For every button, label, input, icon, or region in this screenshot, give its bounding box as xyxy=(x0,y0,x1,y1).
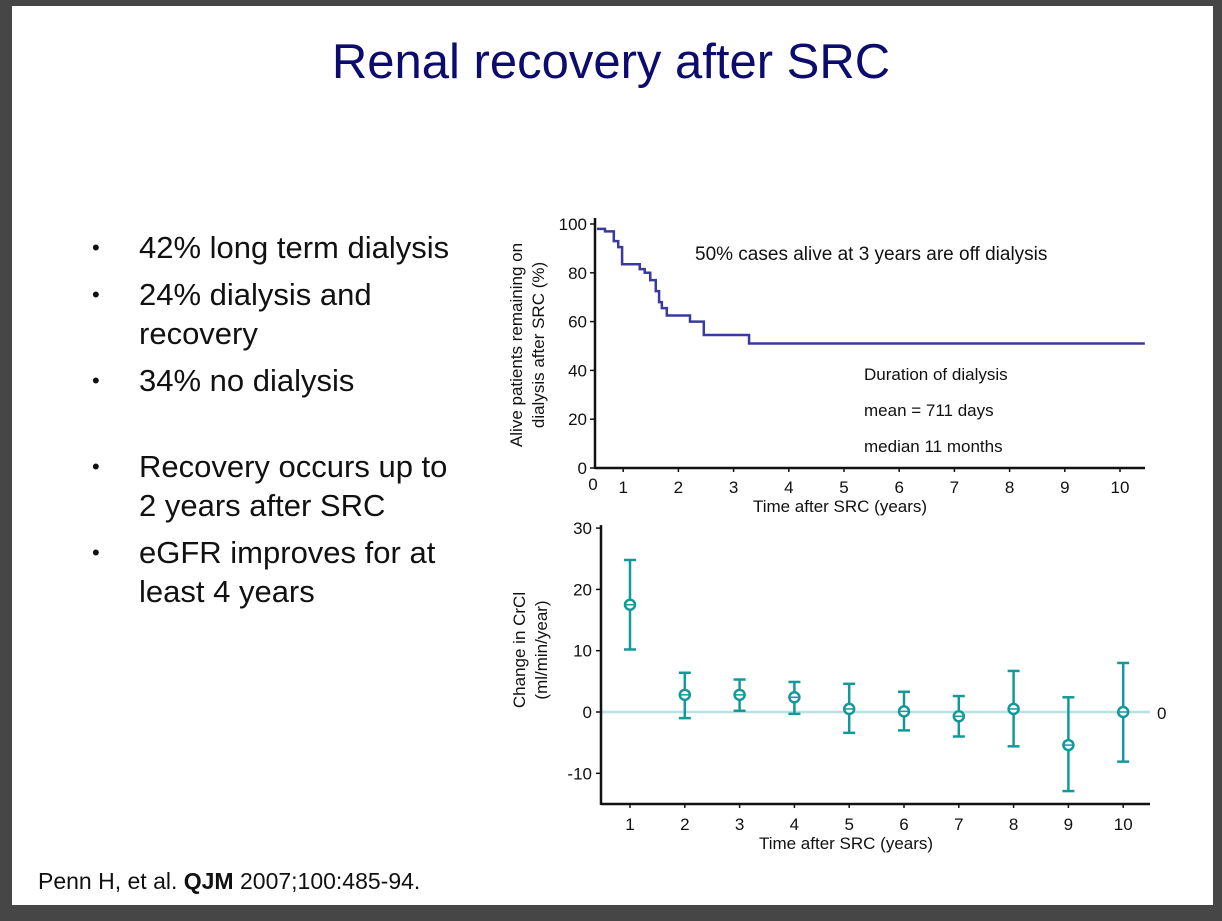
y-axis-label: Alive patients remaining on dialysis afte… xyxy=(507,243,548,447)
y-tick-label: 100 xyxy=(559,215,587,234)
citation: Penn H, et al. QJM 2007;100:485-94. xyxy=(38,868,420,895)
y-axis-label-line: Alive patients remaining on xyxy=(507,243,526,447)
x-tick-label: 2 xyxy=(680,815,689,834)
annotation-median: median 11 months xyxy=(864,437,1003,456)
x-tick-label: 0 xyxy=(588,475,597,494)
x-axis-label: Time after SRC (years) xyxy=(759,834,933,853)
x-tick-label: 9 xyxy=(1060,478,1069,497)
errorbar-point xyxy=(1007,669,1020,748)
x-tick-label: 3 xyxy=(729,478,738,497)
bullet-item: Recovery occurs up to 2 years after SRC xyxy=(88,447,469,525)
errorbar-point xyxy=(733,678,746,713)
errorbar-point xyxy=(1062,696,1075,793)
bullet-item: 34% no dialysis xyxy=(88,361,469,400)
x-tick-label: 8 xyxy=(1005,478,1014,497)
x-tick-label: 10 xyxy=(1111,478,1130,497)
y-tick-label: 20 xyxy=(568,410,587,429)
errorbar-point xyxy=(623,558,637,651)
x-tick-label: 10 xyxy=(1114,815,1133,834)
bullet-item: 42% long term dialysis xyxy=(88,228,469,267)
annotation-mean: mean = 711 days xyxy=(864,401,994,420)
y-axis-label-line: Change in CrCl xyxy=(510,592,529,708)
citation-details: 2007;100:485-94. xyxy=(233,868,421,894)
errorbar-point xyxy=(678,671,692,720)
x-tick-label: 2 xyxy=(674,478,683,497)
y-tick-label: 80 xyxy=(568,264,587,283)
errorbar-point xyxy=(952,694,966,738)
y-tick-label: 60 xyxy=(568,313,587,332)
x-tick-label: 5 xyxy=(839,478,848,497)
errorbar-point xyxy=(842,682,856,735)
errorbar-point xyxy=(897,690,911,732)
x-tick-label: 1 xyxy=(625,815,634,834)
citation-journal: QJM xyxy=(183,868,234,894)
x-tick-label: 3 xyxy=(735,815,744,834)
slide-title: Renal recovery after SRC xyxy=(331,35,891,89)
errorbar-chart: 0 -10 0 10 20 30 1 2 3 4 5 6 7 8 9 10 Time after SRC (ye… xyxy=(510,519,1166,853)
x-axis-label: Time after SRC (years) xyxy=(753,497,927,516)
citation-authors: Penn H, et al. xyxy=(38,868,184,894)
y-tick-label: -10 xyxy=(567,764,592,783)
zero-reference-label: 0 xyxy=(1157,704,1166,723)
km-step-line xyxy=(597,227,1145,345)
y-tick-label: 40 xyxy=(568,361,587,380)
x-tick-label: 7 xyxy=(950,478,959,497)
y-axis-label-line: dialysis after SRC (%) xyxy=(529,262,548,428)
annotation-off-dialysis: 50% cases alive at 3 years are off dialy… xyxy=(695,244,1047,265)
x-tick-label: 6 xyxy=(894,478,903,497)
y-tick-label: 10 xyxy=(573,642,592,661)
errorbar-point xyxy=(788,680,801,716)
x-tick-label: 4 xyxy=(790,815,799,834)
y-tick-label: 0 xyxy=(578,459,587,478)
x-tick-label: 6 xyxy=(899,815,908,834)
y-tick-label: 30 xyxy=(573,519,592,538)
x-tick-label: 9 xyxy=(1064,815,1073,834)
km-chart: 0 20 40 60 80 100 0 1 2 3 4 5 6 7 8 9 10 Time after SRC (… xyxy=(507,215,1145,516)
bullet-item: 24% dialysis and recovery xyxy=(88,275,469,353)
errorbar-point xyxy=(1116,661,1130,763)
x-tick-label: 5 xyxy=(844,815,853,834)
y-tick-label: 20 xyxy=(573,580,592,599)
y-tick-label: 0 xyxy=(583,703,592,722)
x-tick-label: 1 xyxy=(618,478,627,497)
bullet-item: eGFR improves for at least 4 years xyxy=(88,533,469,611)
x-tick-label: 8 xyxy=(1009,815,1018,834)
y-axis-label-line: (ml/min/year) xyxy=(532,600,551,699)
annotation-duration-title: Duration of dialysis xyxy=(864,365,1008,384)
x-tick-label: 4 xyxy=(784,478,793,497)
x-tick-label: 7 xyxy=(954,815,963,834)
bullet-list: 42% long term dialysis 24% dialysis and … xyxy=(88,228,469,619)
